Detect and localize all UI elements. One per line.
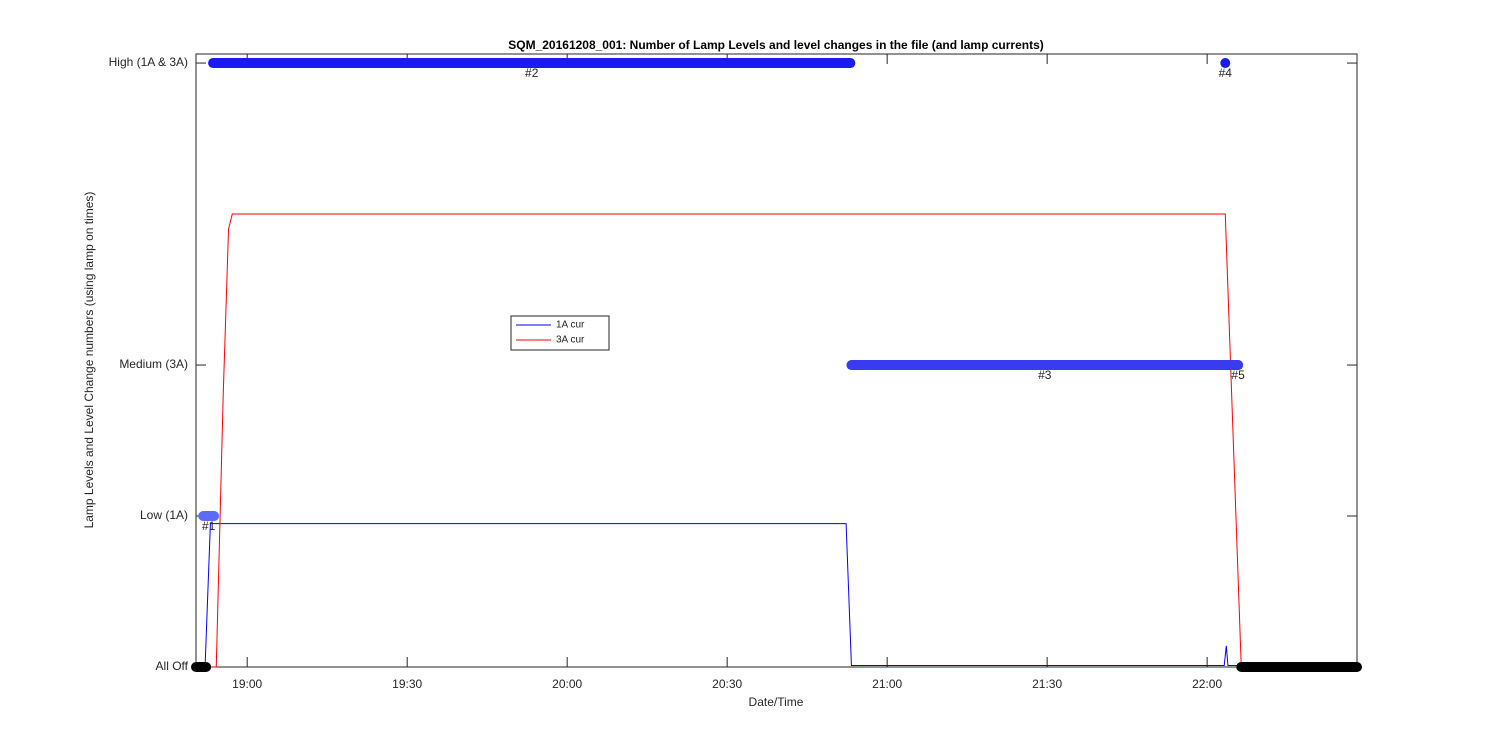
current-line bbox=[196, 523, 1241, 668]
legend-box bbox=[510, 315, 610, 351]
y-axis-label: Lamp Levels and Level Change numbers (us… bbox=[82, 192, 96, 529]
y-tick-label: High (1A & 3A) bbox=[109, 55, 188, 69]
y-tick-label: Medium (3A) bbox=[119, 357, 188, 371]
level-change-label: #3 bbox=[1038, 368, 1052, 382]
y-tick-label: Low (1A) bbox=[140, 508, 188, 522]
level-change-label: #5 bbox=[1231, 368, 1245, 382]
level-change-label: #2 bbox=[525, 66, 539, 80]
x-axis-label: Date/Time bbox=[749, 695, 804, 709]
x-tick-label: 19:00 bbox=[232, 677, 262, 691]
level-change-label: #1 bbox=[202, 519, 216, 533]
x-tick-label: 21:00 bbox=[872, 677, 902, 691]
x-tick-label: 22:00 bbox=[1192, 677, 1222, 691]
chart-title: SQM_20161208_001: Number of Lamp Levels … bbox=[508, 38, 1044, 52]
y-tick-label: All Off bbox=[156, 659, 189, 673]
x-tick-label: 19:30 bbox=[392, 677, 422, 691]
legend-label: 1A cur bbox=[556, 320, 585, 331]
x-tick-label: 20:30 bbox=[712, 677, 742, 691]
x-tick-label: 21:30 bbox=[1032, 677, 1062, 691]
x-tick-label: 20:00 bbox=[552, 677, 582, 691]
current-line bbox=[196, 213, 1250, 668]
legend-label: 3A cur bbox=[556, 335, 585, 346]
level-change-label: #4 bbox=[1219, 66, 1233, 80]
